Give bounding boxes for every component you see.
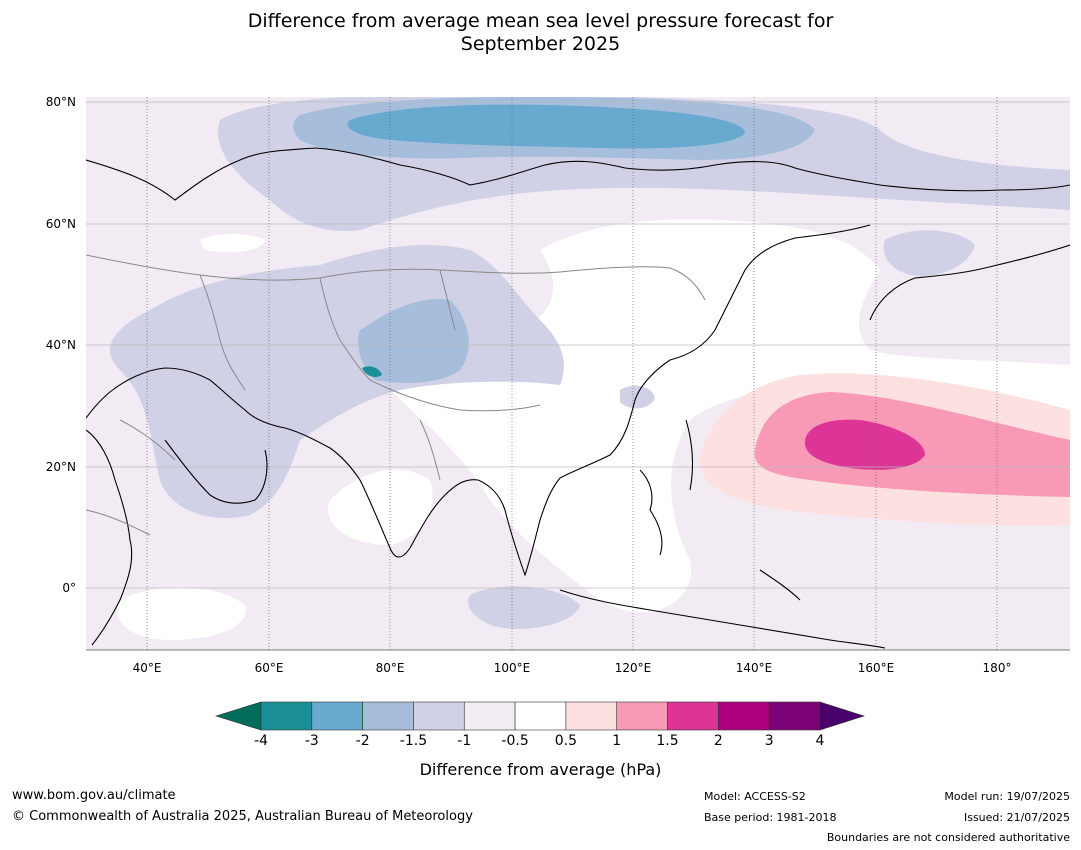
footer-copyright: © Commonwealth of Australia 2025, Austra… bbox=[12, 809, 473, 824]
pressure-anomaly-map bbox=[86, 97, 1070, 651]
lon-label-180: 180° bbox=[982, 661, 1012, 675]
neutral-region-east-asia bbox=[380, 219, 1070, 613]
lat-label-40n: 40°N bbox=[45, 338, 76, 352]
title-line-2: September 2025 bbox=[460, 33, 621, 55]
colorbar-bin bbox=[616, 701, 668, 731]
map-title: Difference from average mean sea level p… bbox=[0, 10, 1081, 56]
colorbar-tick-label: -0.5 bbox=[501, 733, 529, 749]
colorbar-label: Difference from average (hPa) bbox=[419, 760, 662, 779]
colorbar-high-extend bbox=[819, 701, 865, 731]
lon-label-40e: 40°E bbox=[132, 661, 162, 675]
anomaly-region-maritime bbox=[468, 586, 580, 629]
colorbar-tick-label: -1.5 bbox=[399, 733, 428, 749]
anomaly-region-arctic-core bbox=[347, 104, 745, 149]
colorbar-bin bbox=[413, 701, 465, 731]
neutral-region-indian-ocean bbox=[117, 587, 246, 640]
lat-label-0: 0° bbox=[62, 581, 76, 595]
lon-label-160e: 160°E bbox=[857, 661, 895, 675]
neutral-region-india bbox=[328, 469, 433, 545]
colorbar-bin bbox=[260, 701, 313, 731]
anomaly-region-kamchatka bbox=[883, 230, 975, 276]
colorbar bbox=[214, 701, 865, 731]
colorbar-bin bbox=[514, 701, 567, 731]
colorbar-tick-label: 1 bbox=[612, 733, 622, 749]
anomaly-region-pacific-core bbox=[804, 419, 925, 470]
anomaly-region-yangtze bbox=[620, 385, 655, 409]
colorbar-tick-label: 3 bbox=[764, 733, 774, 749]
lat-label-80n: 80°N bbox=[45, 95, 76, 109]
neutral-region-siberia-west bbox=[200, 234, 265, 253]
lat-label-20n: 20°N bbox=[45, 460, 76, 474]
lat-label-60n: 60°N bbox=[45, 217, 76, 231]
colorbar-tick-label: 2 bbox=[713, 733, 723, 749]
colorbar-bin bbox=[463, 701, 516, 731]
colorbar-bin bbox=[718, 701, 770, 731]
footer-website[interactable]: www.bom.gov.au/climate bbox=[12, 788, 176, 803]
lon-label-60e: 60°E bbox=[254, 661, 284, 675]
lon-label-140e: 140°E bbox=[735, 661, 773, 675]
colorbar-tick-label: -4 bbox=[254, 733, 268, 749]
longitude-gridlines bbox=[146, 97, 998, 650]
footer-base-period: Base period: 1981-2018 bbox=[704, 811, 837, 824]
colorbar-tick-label: 1.5 bbox=[656, 733, 679, 749]
anomaly-region-himalaya-core bbox=[362, 366, 382, 377]
coastlines bbox=[86, 147, 1070, 649]
footer-disclaimer: Boundaries are not considered authoritat… bbox=[826, 831, 1070, 844]
lon-label-80e: 80°E bbox=[375, 661, 405, 675]
lon-label-100e: 100°E bbox=[493, 661, 531, 675]
colorbar-tick-label: 4 bbox=[815, 733, 825, 749]
colorbar-tick-label: -2 bbox=[355, 733, 370, 749]
colorbar-tick-label: -1 bbox=[457, 733, 472, 749]
anomaly-region-tibet bbox=[358, 299, 469, 383]
colorbar-bin bbox=[311, 701, 363, 731]
colorbar-tick-label: -3 bbox=[304, 733, 319, 749]
colorbar-bin bbox=[667, 701, 719, 731]
colorbar-bin bbox=[565, 701, 618, 731]
lon-label-120e: 120°E bbox=[614, 661, 652, 675]
colorbar-bin bbox=[768, 701, 821, 731]
footer-model-run: Model run: 19/07/2025 bbox=[944, 790, 1070, 803]
colorbar-low-extend bbox=[214, 701, 262, 731]
country-borders bbox=[86, 254, 706, 536]
colorbar-tick-label: 0.5 bbox=[554, 733, 578, 749]
footer-issued: Issued: 21/07/2025 bbox=[963, 811, 1070, 824]
title-line-1: Difference from average mean sea level p… bbox=[247, 10, 834, 32]
colorbar-bin bbox=[362, 701, 414, 731]
latitude-gridlines bbox=[86, 101, 1070, 589]
footer-model: Model: ACCESS-S2 bbox=[704, 790, 806, 803]
